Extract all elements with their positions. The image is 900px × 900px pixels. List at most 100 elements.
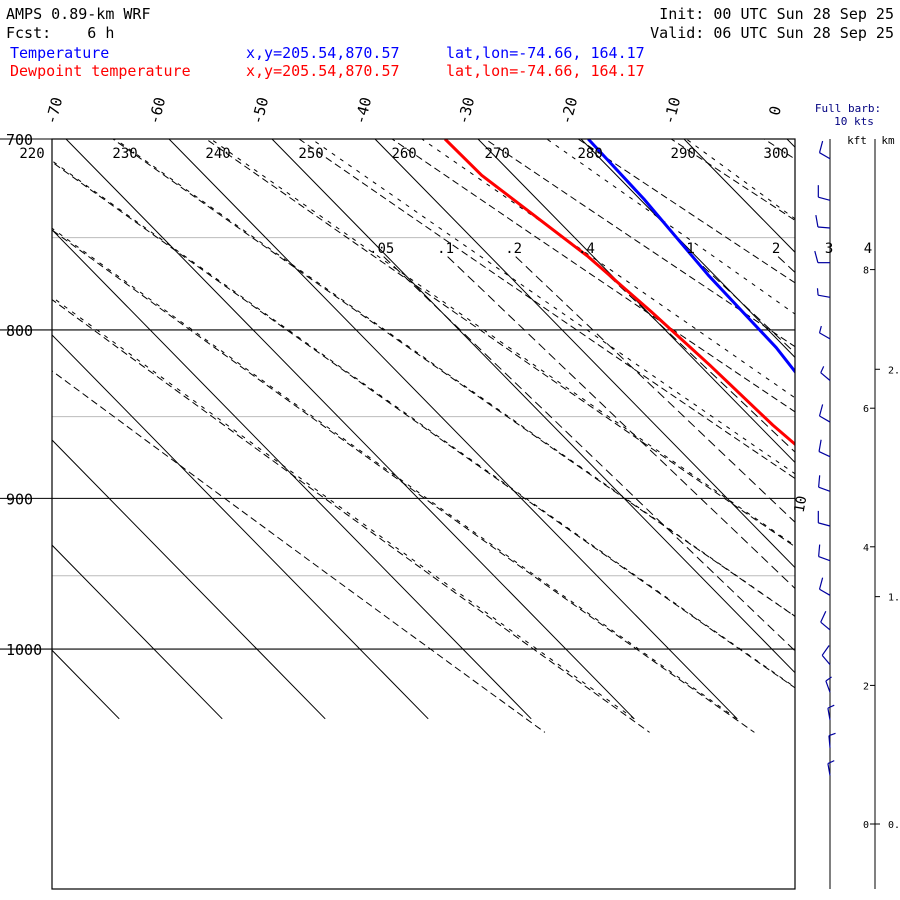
valid-time: Valid: 06 UTC Sun 28 Sep 25 (650, 24, 894, 42)
wind-barb-staff (818, 522, 831, 527)
model-title: AMPS 0.89-km WRF (6, 5, 151, 23)
wind-barb-flag (818, 140, 824, 153)
wind-barb (818, 475, 831, 492)
dewpoint-profile (443, 139, 795, 447)
wind-barb (818, 439, 831, 458)
dry-adiabat-label: 280 (577, 146, 602, 162)
barb-title-line2: 10 kts (834, 115, 874, 128)
isotherm-line (890, 139, 900, 719)
dry-adiabat-label: 260 (391, 146, 416, 162)
pressure-tick-label: 900 (6, 490, 33, 508)
dry-adiabat-label: 220 (19, 146, 44, 162)
wind-barb-panel: Full barb: 10 kts kft km 0 2 4 6 8 0. 1. 2. (814, 102, 900, 889)
wind-barb (827, 760, 835, 776)
dry-adiabat-line (52, 229, 755, 733)
wind-barb-staff (821, 654, 831, 665)
km-tick-label: 0. (888, 820, 900, 831)
dewpoint-point (892, 529, 894, 531)
dewpoint-point (857, 498, 859, 500)
mixing-ratio-label: 4 (864, 241, 872, 257)
isotherm-label: -20 (557, 95, 581, 126)
wind-barb-flag (818, 475, 821, 488)
dry-adiabat-label: 300 (764, 146, 789, 162)
sounding-series (443, 139, 894, 531)
dry-adiabat-line (112, 139, 795, 618)
dewpoint-legend-label: Dewpoint temperature (10, 62, 191, 80)
km-tick-label: 2. (888, 365, 900, 376)
wind-barb-flag (815, 215, 819, 228)
moist-adiabat-line (52, 227, 738, 720)
dry-adiabats (52, 139, 795, 733)
wind-barb (818, 140, 831, 160)
wind-barb-flag (827, 760, 835, 765)
isotherm-line (683, 139, 795, 253)
moist-adiabat-label: 10 (792, 495, 811, 514)
wind-barb-flag (814, 250, 819, 263)
moist-adiabat-line (421, 139, 795, 399)
temperature-profile (587, 139, 795, 374)
temperature-xy-coords: x,y=205.54,870.57 (246, 44, 400, 62)
wind-barb (818, 577, 831, 596)
moist-adiabat-line (310, 139, 795, 475)
moist-adiabats (52, 139, 795, 720)
major-pressure-lines (0, 138, 795, 650)
wind-barb-flag (820, 366, 825, 373)
km-axis-label: km (881, 134, 895, 147)
pressure-tick-label: 1000 (6, 641, 42, 659)
kft-tick-label: 6 (863, 404, 869, 415)
minor-pressure-lines (52, 237, 795, 577)
wind-barb-flag (818, 439, 822, 452)
wind-barb (827, 704, 835, 721)
mixing-ratio-line (383, 256, 795, 652)
isotherm-line (52, 229, 532, 720)
dry-adiabat-line (205, 139, 795, 548)
dry-adiabat-line (52, 161, 795, 689)
pressure-tick-label: 800 (6, 322, 33, 340)
pressure-tick-label: 700 (6, 131, 33, 149)
isotherm-label: -70 (42, 95, 66, 126)
wind-barb-flag (818, 544, 821, 557)
dry-adiabat-label: 230 (112, 146, 137, 162)
mixing-ratio-line (777, 256, 795, 274)
wind-barb-staff (819, 152, 831, 160)
wind-barb-staff (817, 294, 831, 298)
isotherm-line (786, 139, 795, 148)
moist-adiabat-line (209, 139, 795, 547)
isotherm-line (65, 139, 635, 720)
isotherm-label: 0 (765, 104, 785, 117)
wind-barb-flag (827, 704, 835, 709)
dewpoint-point (650, 311, 653, 313)
temperature-legend-label: Temperature (10, 44, 110, 62)
wind-barb-staff (818, 451, 831, 458)
moist-adiabat-line (52, 296, 635, 720)
isotherm-label: -50 (248, 95, 272, 126)
wind-barb (828, 732, 836, 748)
dry-adiabat-label: 240 (205, 146, 230, 162)
wind-barb (817, 510, 831, 527)
mixing-ratio-line (831, 257, 900, 733)
wind-barb-flag (818, 404, 824, 417)
temperature-point (707, 274, 710, 277)
mixing-ratio-label: .2 (505, 241, 522, 257)
dry-adiabat-line (52, 370, 546, 733)
wind-barb-staff (819, 332, 831, 340)
wind-barb-staff (819, 588, 831, 596)
wind-barb (818, 325, 831, 340)
wind-barb-flag (820, 611, 827, 623)
init-time: Init: 00 UTC Sun 28 Sep 25 (659, 5, 894, 23)
temperature-point (643, 198, 645, 200)
wind-barb-staff (817, 226, 831, 229)
dewpoint-point (709, 364, 711, 367)
wind-barb-staff (818, 486, 831, 492)
dewpoint-latlon-coords: lat,lon=-74.66, 164.17 (446, 62, 645, 80)
wind-barb-staff (820, 372, 831, 381)
temperature-point (775, 346, 778, 349)
wind-barb (820, 366, 831, 381)
wind-barb-flag (816, 288, 819, 296)
isotherm-line (52, 439, 326, 720)
kft-tick-label: 8 (863, 266, 869, 277)
mixing-ratio-line (692, 256, 795, 354)
mixing-ratio-label: .4 (578, 241, 595, 257)
dry-adiabat-label: 290 (671, 146, 696, 162)
